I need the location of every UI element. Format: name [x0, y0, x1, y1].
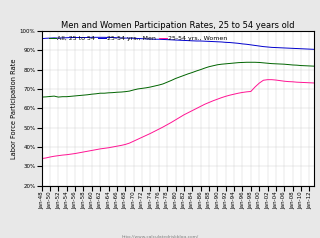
25-54 yrs., Women: [312, 82, 316, 84]
All, 25 to 54: [245, 61, 249, 64]
Text: http://www.calculatedriskblog.com/: http://www.calculatedriskblog.com/: [121, 234, 199, 238]
25-54 yrs., Men: [128, 37, 132, 40]
25-54 yrs., Women: [253, 86, 257, 89]
Y-axis label: Labor Force Participation Rate: Labor Force Participation Rate: [11, 58, 17, 159]
All, 25 to 54: [60, 95, 64, 98]
25-54 yrs., Men: [40, 37, 44, 40]
25-54 yrs., Men: [90, 36, 94, 39]
25-54 yrs., Men: [312, 48, 316, 51]
25-54 yrs., Women: [60, 154, 64, 157]
Line: 25-54 yrs., Men: 25-54 yrs., Men: [42, 37, 314, 49]
25-54 yrs., Women: [124, 143, 127, 146]
25-54 yrs., Women: [40, 157, 44, 160]
All, 25 to 54: [124, 90, 127, 93]
All, 25 to 54: [312, 65, 316, 68]
25-54 yrs., Men: [295, 47, 299, 50]
25-54 yrs., Women: [266, 78, 269, 81]
25-54 yrs., Men: [111, 36, 115, 39]
All, 25 to 54: [157, 84, 161, 86]
Legend: All, 25 to 54, 25-54 yrs., Men, 25-54 yrs., Women: All, 25 to 54, 25-54 yrs., Men, 25-54 yr…: [47, 34, 228, 42]
25-54 yrs., Men: [60, 36, 64, 39]
25-54 yrs., Women: [295, 81, 299, 84]
25-54 yrs., Women: [157, 128, 161, 131]
25-54 yrs., Men: [161, 38, 165, 41]
25-54 yrs., Men: [257, 45, 261, 47]
Line: 25-54 yrs., Women: 25-54 yrs., Women: [42, 80, 314, 159]
All, 25 to 54: [40, 96, 44, 99]
Title: Men and Women Participation Rates, 25 to 54 years old: Men and Women Participation Rates, 25 to…: [61, 21, 294, 30]
Line: All, 25 to 54: All, 25 to 54: [42, 62, 314, 97]
All, 25 to 54: [295, 64, 299, 67]
All, 25 to 54: [107, 91, 110, 94]
25-54 yrs., Women: [107, 146, 110, 149]
All, 25 to 54: [257, 61, 261, 64]
